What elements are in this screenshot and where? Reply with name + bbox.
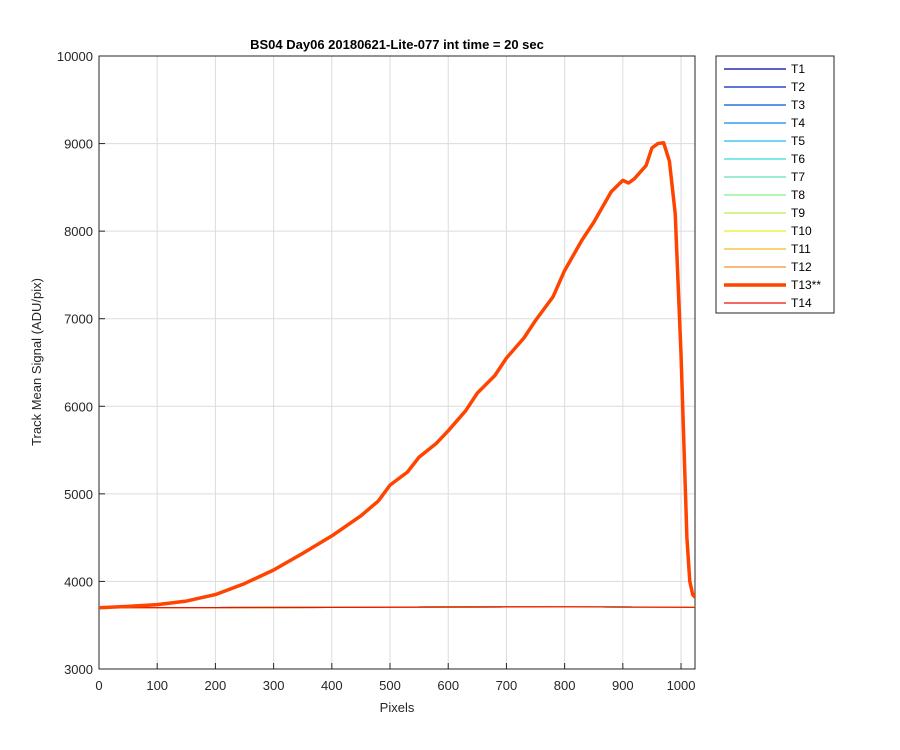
x-tick-label: 1000 <box>667 678 696 693</box>
y-tick-label: 9000 <box>64 137 93 152</box>
legend-label: T11 <box>791 242 811 256</box>
chart-title: BS04 Day06 20180621-Lite-077 int time = … <box>250 37 544 52</box>
legend-label: T6 <box>791 152 805 166</box>
y-tick-label: 4000 <box>64 574 93 589</box>
x-tick-label: 800 <box>554 678 576 693</box>
series-line-t14 <box>98 606 696 609</box>
legend: T1 T2 T3 T4 T5 T6 T7 T8 T9 T10 T11 T12 T13** T14 <box>715 55 835 314</box>
y-tick-label: 6000 <box>64 399 93 414</box>
x-tick-label: 900 <box>612 678 634 693</box>
x-tick-label: 400 <box>321 678 343 693</box>
legend-label: T5 <box>791 134 805 148</box>
legend-label: T8 <box>791 188 805 202</box>
x-axis-label: Pixels <box>380 700 415 715</box>
legend-label: T2 <box>791 80 805 94</box>
series-layer <box>98 140 697 610</box>
grid-lines <box>99 56 695 669</box>
legend-label: T14 <box>791 296 812 310</box>
x-tick-label: 100 <box>146 678 168 693</box>
legend-label: T9 <box>791 206 805 220</box>
y-tick-label: 7000 <box>64 312 93 327</box>
legend-box <box>715 55 835 314</box>
legend-label: T13** <box>791 278 821 292</box>
y-tick-label: 5000 <box>64 487 93 502</box>
y-tick-label: 3000 <box>64 662 93 677</box>
legend-label: T1 <box>791 62 805 76</box>
y-tick-label: 10000 <box>57 49 93 64</box>
x-tick-label: 600 <box>437 678 459 693</box>
axis-ticks: 0 100 200 300 400 500 600 700 800 900 1000 3000 4000… <box>57 49 696 693</box>
legend-label: T4 <box>791 116 805 130</box>
plot-area <box>98 55 696 670</box>
x-tick-label: 0 <box>95 678 102 693</box>
x-tick-label: 200 <box>205 678 227 693</box>
series-line-t13 <box>98 140 697 610</box>
legend-label: T12 <box>791 260 812 274</box>
y-axis-label: Track Mean Signal (ADU/pix) <box>29 278 44 446</box>
legend-label: T7 <box>791 170 805 184</box>
y-tick-label: 8000 <box>64 224 93 239</box>
x-tick-label: 300 <box>263 678 285 693</box>
legend-label: T3 <box>791 98 805 112</box>
x-tick-label: 500 <box>379 678 401 693</box>
legend-label: T10 <box>791 224 812 238</box>
x-tick-label: 700 <box>496 678 518 693</box>
